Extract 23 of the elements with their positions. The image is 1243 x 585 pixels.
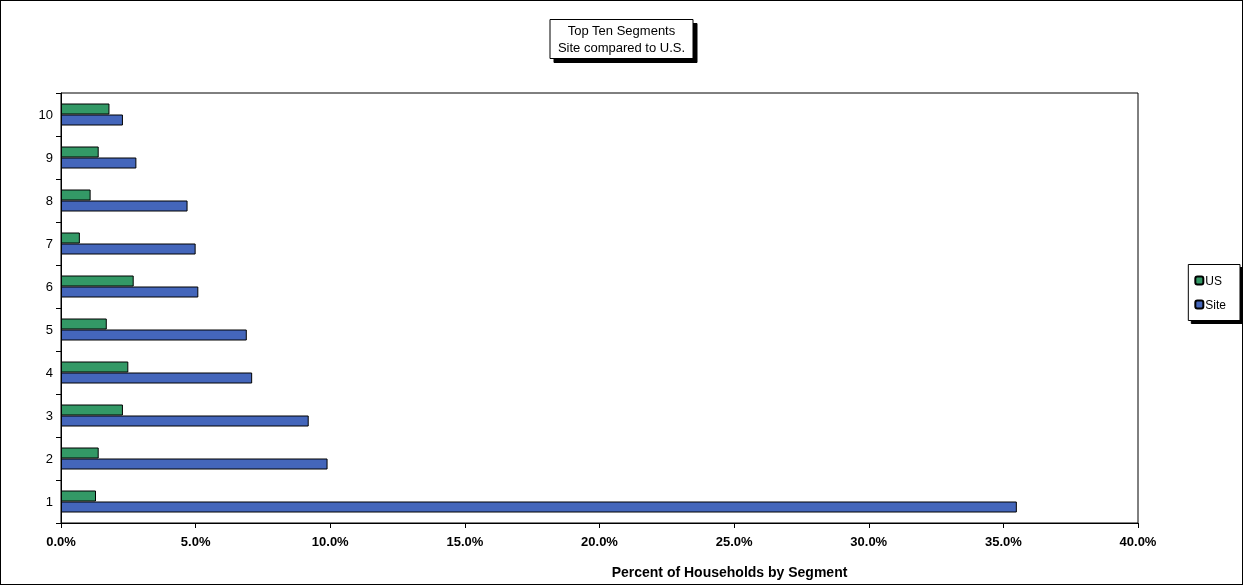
x-tick-label: 25.0% bbox=[715, 534, 753, 549]
y-tick-label: 2 bbox=[45, 451, 53, 466]
y-tick-label: 3 bbox=[45, 408, 53, 423]
y-tick-label: 7 bbox=[45, 236, 53, 251]
y-tick-label: 1 bbox=[45, 494, 53, 509]
x-tick-label: 30.0% bbox=[850, 534, 888, 549]
y-tick-label: 9 bbox=[45, 150, 53, 165]
y-tick-label: 6 bbox=[45, 279, 53, 294]
x-axis-title: Percent of Households by Segment bbox=[611, 564, 848, 580]
x-tick-label: 5.0% bbox=[180, 534, 211, 549]
legend-label: US bbox=[1205, 273, 1222, 288]
y-tick-label: 10 bbox=[38, 107, 53, 122]
x-tick-label: 10.0% bbox=[311, 534, 350, 549]
y-tick-label: 8 bbox=[45, 193, 53, 208]
x-tick-label: 0.0% bbox=[46, 534, 77, 549]
x-tick-label: 35.0% bbox=[984, 534, 1023, 549]
y-tick-label: 4 bbox=[45, 365, 53, 380]
legend-label: Site bbox=[1205, 297, 1227, 312]
x-tick-label: 15.0% bbox=[446, 534, 484, 549]
chart-title: Top Ten Segments Site compared to U.S. bbox=[557, 23, 686, 55]
x-tick-label: 40.0% bbox=[1119, 534, 1157, 549]
y-tick-label: 5 bbox=[45, 322, 53, 337]
x-tick-label: 20.0% bbox=[581, 534, 619, 549]
